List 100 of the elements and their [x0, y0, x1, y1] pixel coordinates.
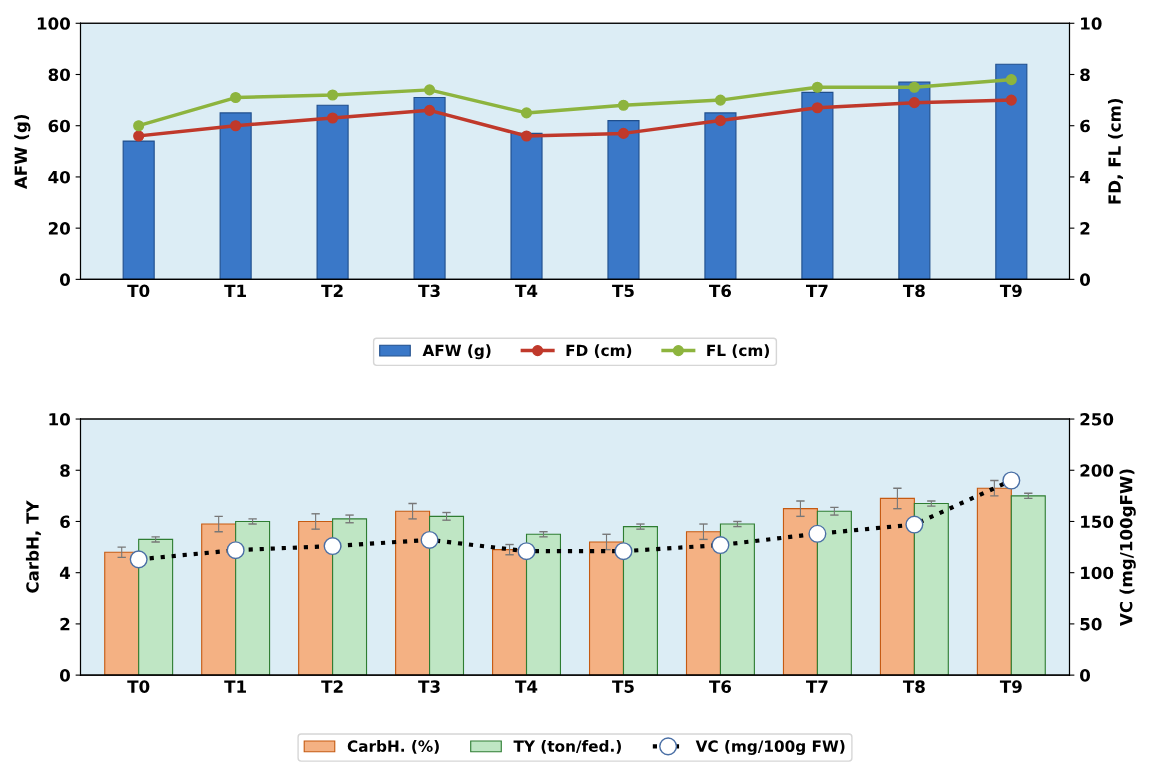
bar: [429, 515, 465, 676]
y-tick-label: 80: [48, 68, 70, 82]
x-tick-label: T2: [321, 284, 343, 297]
x-tick-label: T1: [224, 680, 246, 693]
y-tick-label: 0: [59, 273, 70, 286]
x-tick-label: T0: [127, 284, 150, 298]
x-tick-label: T9: [999, 680, 1022, 693]
point: [908, 97, 920, 109]
x-tick-label: T1: [224, 284, 246, 297]
y-tick-label: 4: [59, 566, 71, 580]
x-tick-label: T5: [612, 284, 634, 298]
legend-label: VC (mg/100g FW): [695, 740, 845, 755]
x-tick-label: T4: [515, 680, 538, 693]
point: [424, 104, 436, 116]
y-tick-label: 6: [60, 515, 70, 529]
y-tick-label: 100: [37, 17, 70, 30]
bar: [879, 497, 915, 676]
y2-tick-label: 250: [1080, 413, 1114, 426]
y2-tick-label: 0: [1080, 273, 1091, 286]
y2-axis-title: VC (mg/100gFW): [1119, 469, 1136, 627]
x-tick-label: T6: [709, 284, 732, 298]
y2-tick-label: 10: [1081, 17, 1102, 30]
x-tick-label: T0: [127, 680, 150, 693]
bar: [995, 63, 1028, 280]
x-tick-label: T8: [902, 284, 925, 298]
bar: [976, 487, 1012, 676]
y2-tick-label: 6: [1080, 119, 1090, 133]
point: [617, 99, 630, 111]
y-tick-label: 8: [60, 464, 70, 477]
x-tick-label: T7: [806, 284, 828, 297]
bar: [782, 508, 818, 676]
y2-tick-label: 2: [1080, 222, 1090, 235]
bar: [898, 81, 931, 280]
bar: [607, 120, 640, 280]
bar: [395, 510, 431, 676]
y2-tick-label: 4: [1079, 171, 1091, 184]
bar: [1010, 495, 1046, 676]
bar: [719, 523, 755, 676]
y-tick-label: 40: [48, 170, 70, 184]
point: [908, 81, 920, 93]
point: [327, 89, 339, 101]
point: [1005, 74, 1017, 86]
bar: [510, 132, 543, 280]
x-tick-label: T3: [418, 680, 440, 693]
legend-label: FL (cm): [707, 344, 769, 358]
bar: [219, 112, 252, 280]
y2-axis-title: FD, FL (cm): [1107, 98, 1123, 204]
bar: [492, 549, 528, 676]
bar: [201, 523, 237, 676]
bar: [588, 541, 625, 676]
y-axis-title: AFW (g): [14, 114, 31, 190]
legend-label: TY (ton/fed.): [513, 740, 621, 754]
bar: [235, 520, 271, 676]
point: [230, 120, 242, 132]
legend-label: FD (cm): [566, 344, 632, 358]
point: [133, 130, 145, 142]
x-tick-label: T4: [515, 284, 538, 297]
point: [714, 94, 726, 106]
bar: [704, 112, 737, 280]
y-tick-label: 2: [60, 617, 70, 631]
point: [424, 84, 436, 96]
bar: [913, 502, 949, 676]
point: [520, 130, 533, 142]
x-tick-label: T7: [806, 680, 828, 693]
y2-tick-label: 8: [1080, 68, 1090, 82]
point: [520, 107, 533, 119]
point: [714, 115, 726, 127]
bar: [122, 140, 155, 280]
bar: [104, 551, 140, 676]
point: [617, 127, 630, 139]
bar: [525, 533, 562, 676]
point: [811, 81, 823, 93]
bar: [801, 91, 834, 280]
point: [811, 102, 823, 114]
y-tick-label: 60: [48, 119, 70, 133]
bar: [816, 510, 852, 676]
bar: [298, 520, 334, 676]
bar: [332, 518, 368, 676]
bar: [316, 104, 349, 280]
point: [230, 91, 242, 104]
y-axis-title: CarbH, TY: [25, 500, 41, 593]
y2-tick-label: 50: [1080, 617, 1102, 631]
bar: [685, 531, 721, 676]
legend-label: CarbH. (%): [347, 740, 439, 754]
bar: [413, 96, 446, 280]
bar: [138, 538, 174, 676]
x-tick-label: T2: [321, 680, 343, 693]
y-tick-label: 0: [59, 669, 70, 682]
x-tick-label: T8: [902, 680, 925, 693]
point: [133, 120, 145, 132]
y2-tick-label: 100: [1081, 566, 1114, 580]
bar: [622, 526, 658, 676]
legend-label: AFW (g): [422, 344, 491, 360]
x-tick-label: T3: [418, 284, 440, 298]
point: [327, 112, 339, 124]
x-tick-label: T5: [612, 680, 634, 693]
x-tick-label: T9: [999, 284, 1022, 298]
y2-tick-label: 150: [1081, 515, 1114, 529]
x-tick-label: T6: [709, 680, 732, 693]
y2-tick-label: 0: [1080, 669, 1091, 682]
